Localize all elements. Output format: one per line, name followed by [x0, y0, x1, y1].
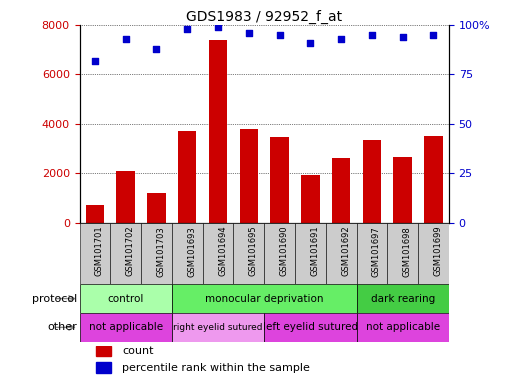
Text: right eyelid sutured: right eyelid sutured [173, 323, 263, 332]
Bar [172, 223, 203, 284]
Text: dark rearing: dark rearing [370, 293, 435, 304]
Point [275, 32, 284, 38]
Text: protocol: protocol [32, 293, 77, 304]
Bar [264, 313, 357, 342]
Title: GDS1983 / 92952_f_at: GDS1983 / 92952_f_at [186, 10, 342, 24]
Text: GSM101693: GSM101693 [187, 226, 196, 276]
Text: GSM101698: GSM101698 [403, 226, 412, 276]
Bar [393, 157, 412, 223]
Bar [264, 223, 295, 284]
Text: left eyelid sutured: left eyelid sutured [263, 322, 358, 333]
Text: not applicable: not applicable [366, 322, 440, 333]
Text: control: control [108, 293, 144, 304]
Point [152, 46, 161, 52]
Text: GSM101702: GSM101702 [126, 226, 135, 276]
Text: GSM101697: GSM101697 [372, 226, 381, 276]
Text: GSM101703: GSM101703 [156, 226, 166, 276]
Bar [418, 223, 449, 284]
Text: GSM101701: GSM101701 [95, 226, 104, 276]
Point [183, 26, 191, 32]
Bar [209, 40, 227, 223]
Bar [172, 284, 357, 313]
Text: count: count [123, 346, 154, 356]
Bar [357, 313, 449, 342]
Point [337, 36, 345, 42]
Bar [141, 223, 172, 284]
Bar [116, 171, 135, 223]
Text: GSM101694: GSM101694 [218, 226, 227, 276]
Bar [80, 223, 110, 284]
Bar [96, 346, 111, 356]
Text: GSM101695: GSM101695 [249, 226, 258, 276]
Bar [86, 205, 104, 223]
Text: percentile rank within the sample: percentile rank within the sample [123, 363, 310, 373]
Point [214, 24, 222, 30]
Point [399, 34, 407, 40]
Bar [80, 313, 172, 342]
Bar [178, 131, 196, 223]
Text: GSM101691: GSM101691 [310, 226, 320, 276]
Bar [363, 140, 381, 223]
Bar [110, 223, 141, 284]
Bar [326, 223, 357, 284]
Bar [357, 223, 387, 284]
Point [245, 30, 253, 36]
Point [306, 40, 314, 46]
Bar [203, 223, 233, 284]
Bar [332, 159, 350, 223]
Point [429, 32, 438, 38]
Bar [424, 136, 443, 223]
Bar [80, 284, 172, 313]
Bar [147, 193, 166, 223]
Text: monocular deprivation: monocular deprivation [205, 293, 323, 304]
Text: GSM101690: GSM101690 [280, 226, 289, 276]
Bar [270, 137, 289, 223]
Point [122, 36, 130, 42]
Bar [387, 223, 418, 284]
Point [368, 32, 376, 38]
Bar [96, 362, 111, 373]
Text: not applicable: not applicable [89, 322, 163, 333]
Bar [295, 223, 326, 284]
Bar [172, 313, 264, 342]
Bar [357, 284, 449, 313]
Text: GSM101692: GSM101692 [341, 226, 350, 276]
Point [91, 58, 99, 64]
Bar [233, 223, 264, 284]
Text: other: other [47, 322, 77, 333]
Text: GSM101699: GSM101699 [433, 226, 443, 276]
Bar [240, 129, 258, 223]
Bar [301, 174, 320, 223]
